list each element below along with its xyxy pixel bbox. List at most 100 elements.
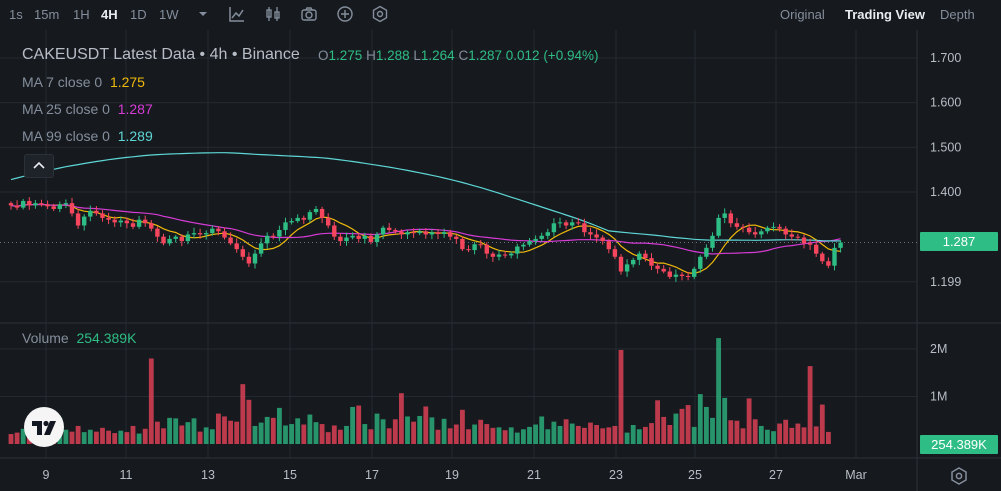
time-tick-label: 27	[769, 468, 783, 482]
candle-body	[417, 231, 422, 234]
timeframe-dropdown-icon[interactable]	[194, 5, 212, 23]
volume-bar	[87, 429, 93, 444]
volume-bar	[185, 422, 191, 444]
volume-bar	[466, 429, 471, 444]
candle-body	[496, 254, 502, 257]
candle-body	[234, 243, 239, 250]
symbol-title: CAKEUSDT Latest Data • 4h • Binance	[22, 46, 300, 63]
volume-bar	[392, 419, 398, 444]
collapse-legend-button[interactable]	[24, 154, 54, 178]
candle-body	[441, 232, 447, 234]
candle-body	[685, 275, 691, 277]
candle-body	[112, 219, 117, 223]
price-chart[interactable]: 1.700 1.600 1.500 1.400 1.199 2M 1M 9 11 13 15 17 19…	[0, 30, 1001, 491]
volume-bar	[124, 432, 130, 444]
timeframe-15m[interactable]: 15m	[34, 7, 60, 22]
volume-bar	[69, 431, 75, 444]
volume-bar	[801, 427, 807, 444]
candle-body	[124, 220, 130, 224]
timeframe-1s[interactable]: 1s	[9, 7, 23, 22]
candle-body	[265, 235, 270, 244]
volume-bar	[130, 425, 136, 444]
volume-bar	[618, 349, 624, 444]
volume-bar	[563, 419, 569, 444]
volume-bar	[758, 425, 764, 444]
ma99-legend: MA 99 close 0 1.289	[22, 128, 153, 144]
volume-bar	[277, 407, 282, 444]
add-indicator-icon[interactable]	[336, 5, 354, 23]
candle-body	[460, 238, 465, 250]
volume-bar	[624, 432, 630, 444]
candle-body	[624, 264, 630, 272]
candle-body	[515, 246, 520, 254]
volume-bar	[514, 432, 520, 444]
ma7-line	[10, 203, 841, 275]
candle-body	[557, 222, 563, 224]
draw-line-icon[interactable]	[228, 5, 246, 23]
volume-bar	[344, 425, 349, 444]
candle-body	[710, 235, 715, 248]
candle-body	[594, 234, 599, 238]
chart-settings-icon[interactable]	[949, 466, 969, 486]
volume-bar	[752, 419, 758, 444]
volume-bar	[301, 424, 307, 444]
ma99-line	[10, 152, 841, 242]
timeframe-1d[interactable]: 1D	[130, 7, 147, 22]
volume-bar	[594, 425, 599, 444]
timeframe-1w[interactable]: 1W	[159, 7, 179, 22]
candle-body	[832, 247, 837, 266]
candle-body	[783, 228, 788, 235]
candle-body	[600, 237, 605, 242]
candle-body	[661, 268, 666, 272]
volume-bar	[75, 425, 81, 444]
view-depth[interactable]: Depth	[940, 7, 975, 22]
candle-body	[57, 204, 62, 209]
candle-body	[551, 223, 557, 233]
candle-body	[136, 219, 142, 227]
ohlc-readout: O1.275 H1.288 L1.264 C1.287 0.012 (+0.94…	[318, 48, 599, 63]
view-original[interactable]: Original	[780, 7, 825, 22]
candle-body	[734, 223, 740, 227]
view-trading-view[interactable]: Trading View	[845, 7, 925, 22]
candle-body	[771, 226, 776, 228]
timeframe-4h[interactable]: 4H	[101, 7, 118, 22]
tradingview-logo[interactable]	[24, 407, 64, 447]
volume-bar	[777, 423, 782, 444]
candle-body	[777, 226, 782, 229]
candle-body	[75, 213, 81, 226]
candle-body	[728, 213, 733, 224]
volume-bar	[240, 384, 246, 444]
candle-body	[350, 235, 355, 238]
volume-bar	[649, 423, 654, 444]
settings-icon[interactable]	[371, 5, 389, 23]
timeframe-1h[interactable]: 1H	[73, 7, 90, 22]
volume-bar	[423, 406, 429, 444]
volume-bar	[331, 425, 337, 444]
candle-body	[740, 226, 746, 228]
candle-body	[753, 232, 758, 235]
candle-body	[45, 204, 50, 207]
volume-series	[8, 338, 831, 444]
volume-bar	[435, 429, 441, 444]
candle-body	[429, 232, 435, 235]
candle-body	[252, 253, 258, 264]
volume-bar	[216, 413, 221, 444]
candle-body	[539, 235, 544, 239]
candle-body	[130, 223, 136, 227]
volume-bar	[765, 429, 770, 444]
candle-type-icon[interactable]	[264, 5, 282, 23]
volume-bar	[319, 424, 325, 444]
volume-bar	[630, 425, 636, 444]
volume-bar	[313, 422, 319, 444]
candle-body	[161, 236, 166, 244]
volume-bar	[14, 432, 20, 444]
volume-bar	[374, 413, 380, 444]
volume-bar	[722, 397, 728, 444]
volume-bar	[447, 428, 453, 444]
volume-bar	[94, 431, 99, 444]
volume-bar	[289, 424, 294, 444]
price-tick-label: 1.199	[930, 275, 961, 289]
candle-body	[801, 237, 807, 244]
camera-icon[interactable]	[300, 5, 318, 23]
volume-bar	[679, 408, 685, 444]
